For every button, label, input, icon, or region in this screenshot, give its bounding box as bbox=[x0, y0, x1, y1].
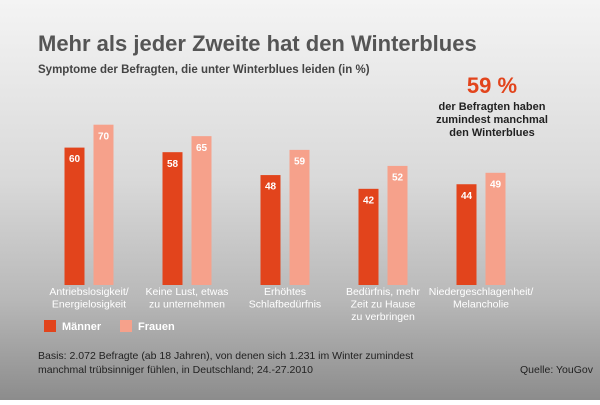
value-label: 59 bbox=[294, 157, 306, 168]
bar bbox=[289, 149, 310, 285]
bar bbox=[485, 172, 506, 285]
highlight-text: der Befragten haben bbox=[439, 101, 546, 113]
x-tick-label: Melancholie bbox=[453, 298, 509, 310]
legend-label: Frauen bbox=[138, 321, 175, 333]
value-label: 58 bbox=[167, 159, 179, 170]
x-tick-label: zu verbringen bbox=[351, 311, 415, 323]
bar bbox=[260, 175, 281, 285]
x-tick-label: Zeit zu Hause bbox=[351, 298, 416, 310]
highlight: 59 % bbox=[467, 73, 517, 98]
bar bbox=[358, 188, 379, 285]
x-tick-label: Bedürfnis, mehr bbox=[346, 286, 421, 298]
bar bbox=[387, 165, 408, 285]
x-tick-label: Keine Lust, etwas bbox=[146, 286, 229, 298]
bar bbox=[191, 136, 212, 285]
footnote: Basis: 2.072 Befragte (ab 18 Jahren), vo… bbox=[38, 350, 413, 362]
bar bbox=[456, 184, 477, 285]
chart-title: Mehr als jeder Zweite hat den Winterblue… bbox=[38, 31, 477, 56]
value-label: 60 bbox=[69, 154, 81, 165]
value-label: 48 bbox=[265, 182, 277, 193]
x-tick-label: Schlafbedürfnis bbox=[249, 298, 321, 310]
x-tick-label: zu unternehmen bbox=[149, 298, 225, 310]
value-label: 42 bbox=[363, 195, 375, 206]
footnote: manchmal trübsinniger fühlen, in Deutsch… bbox=[38, 364, 313, 376]
legend-swatch bbox=[44, 320, 56, 332]
bar bbox=[93, 124, 114, 285]
source: Quelle: YouGov bbox=[520, 364, 594, 376]
x-tick-label: Erhöhtes bbox=[264, 286, 306, 298]
value-label: 65 bbox=[196, 143, 208, 154]
bar bbox=[162, 152, 183, 285]
highlight-text: den Winterblues bbox=[449, 127, 534, 139]
value-label: 52 bbox=[392, 173, 404, 184]
x-tick-label: Antriebslosigkeit/ bbox=[49, 286, 128, 298]
legend-swatch bbox=[120, 320, 132, 332]
highlight-text: zumindest manchmal bbox=[436, 114, 548, 126]
value-label: 70 bbox=[98, 131, 110, 142]
chart-subtitle: Symptome der Befragten, die unter Winter… bbox=[38, 64, 370, 76]
x-tick-label: Energielosigkeit bbox=[52, 298, 126, 310]
value-label: 44 bbox=[461, 191, 473, 202]
value-label: 49 bbox=[490, 179, 502, 190]
bar bbox=[64, 147, 85, 285]
legend-label: Männer bbox=[62, 321, 102, 333]
x-tick-label: Niedergeschlagenheit/ bbox=[429, 286, 534, 298]
